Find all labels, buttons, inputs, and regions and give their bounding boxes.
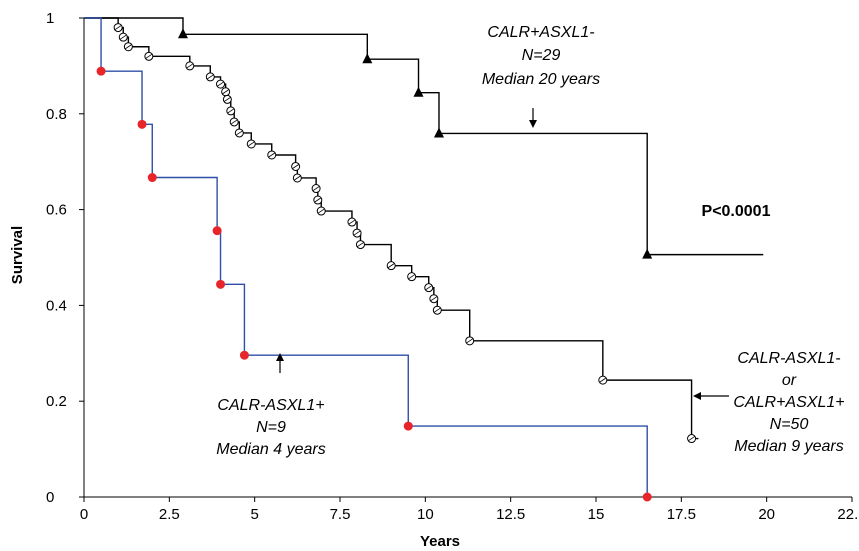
censor-circle-slash [408, 274, 415, 279]
label-line: Median 4 years [216, 441, 325, 458]
red-dot-marker [137, 119, 147, 129]
label-line: N=29 [522, 47, 561, 64]
y-tick-label: 0.2 [46, 393, 67, 410]
x-tick-label: 17.5 [667, 506, 696, 523]
censor-circle-slash [120, 34, 127, 40]
censor-circle-slash [688, 436, 695, 441]
red-dot-marker [147, 173, 157, 183]
p-value-label: P<0.0001 [702, 203, 771, 220]
red-dot-marker [403, 421, 413, 431]
censor-circle-slash [248, 141, 255, 147]
x-axis-title: Years [420, 533, 460, 550]
label-line: Median 20 years [482, 71, 600, 88]
censor-circle-slash [217, 81, 224, 87]
x-tick-label: 0 [80, 506, 88, 523]
censor-circle-slash [294, 175, 301, 181]
x-tick-label: 5 [250, 506, 258, 523]
label-line: CALR+ASXL1+ [733, 394, 844, 411]
censor-circle-slash [222, 89, 229, 95]
censor-circle-slash [186, 63, 194, 69]
label-line: or [782, 372, 797, 389]
censor-circle-slash [145, 53, 153, 59]
label-line: N=9 [256, 419, 286, 436]
censor-circle-slash [599, 377, 607, 383]
series-lines [84, 17, 764, 497]
x-tick-label: 10 [417, 506, 434, 523]
red-dot-marker [642, 492, 652, 502]
label-line: CALR-ASXL1- [737, 350, 840, 367]
y-tick-label: 0.4 [46, 297, 67, 314]
censor-circle-slash [434, 307, 441, 313]
censor-circle-slash [348, 219, 356, 225]
censor-circle-slash [224, 97, 231, 102]
censor-circle-slash [236, 130, 243, 136]
tick-layer: 0 2.5 5 7.5 10 12.5 15 17.5 20 22.5 0 0.2 0.4 0.6 0.8 1 [46, 10, 859, 523]
triangle-marker [413, 86, 424, 97]
censor-circle-slash [292, 164, 299, 169]
series-line-calr_neg_asxl1_neg_or_calr_pos_asxl1_pos [84, 17, 699, 440]
red-dot-marker [239, 350, 249, 360]
label-line: Median 9 years [734, 438, 843, 455]
x-tick-label: 22.5 [837, 506, 859, 523]
y-tick-label: 0.8 [46, 106, 67, 123]
censor-circle-slash [207, 74, 214, 80]
y-tick-label: 0.6 [46, 202, 67, 219]
x-tick-label: 12.5 [496, 506, 525, 523]
censor-circle-slash [466, 338, 473, 344]
censor-circle-slash [387, 263, 395, 268]
censor-circle-slash [425, 285, 432, 291]
red-dot-marker [212, 226, 222, 236]
label-calr-pos-asxl1-neg: CALR+ASXL1- N=29 Median 20 years [482, 24, 600, 88]
censor-circle-slash [114, 25, 122, 30]
axes [83, 18, 852, 498]
y-tick-label: 0 [46, 489, 54, 506]
x-tick-label: 20 [758, 506, 775, 523]
label-line: CALR+ASXL1- [487, 24, 594, 41]
censor-circle-slash [353, 230, 361, 236]
label-calr-neg-asxl1-pos: CALR-ASXL1+ N=9 Median 4 years [216, 397, 325, 458]
label-line: N=50 [770, 416, 809, 433]
series-markers [96, 23, 697, 502]
triangle-marker [177, 28, 188, 39]
censor-circle-slash [318, 208, 325, 214]
y-axis-title: Survival [9, 226, 26, 284]
censor-circle-slash [430, 296, 438, 302]
triangle-marker [642, 248, 653, 259]
label-line: CALR-ASXL1+ [217, 397, 324, 414]
x-tick-label: 15 [588, 506, 605, 523]
series-line-calr_neg_asxl1_pos [84, 17, 648, 497]
series-line-calr_pos_asxl1_neg [84, 17, 764, 256]
red-dot-marker [216, 279, 226, 289]
censor-circle-slash [312, 186, 320, 191]
censor-circle-slash [227, 108, 234, 114]
censor-circle-slash [357, 242, 364, 247]
triangle-marker [362, 53, 373, 64]
censor-circle-slash [230, 119, 238, 125]
censor-circle-slash [268, 152, 275, 158]
y-tick-label: 1 [46, 10, 54, 27]
label-calr-neg-asxl1-neg-or-calr-pos-asxl1-pos: CALR-ASXL1- or CALR+ASXL1+ N=50 Median 9… [733, 350, 844, 455]
x-tick-label: 7.5 [330, 506, 351, 523]
red-dot-marker [96, 66, 106, 76]
censor-circle-slash [314, 197, 322, 203]
censor-circle-slash [125, 44, 132, 50]
x-tick-label: 2.5 [159, 506, 180, 523]
triangle-marker [433, 127, 444, 138]
